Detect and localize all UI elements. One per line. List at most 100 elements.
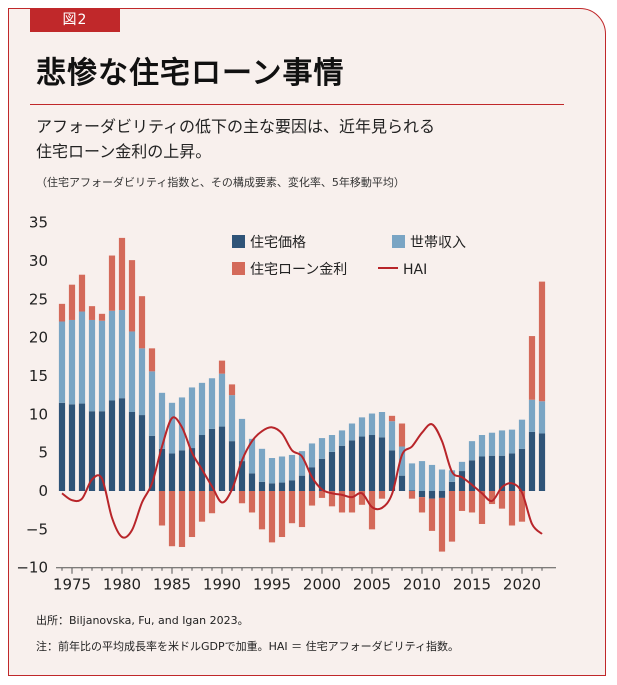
- house-price-bar: [228, 441, 236, 491]
- house-price-bar: [318, 458, 326, 491]
- house-price-bar: [278, 482, 286, 491]
- income-bar: [478, 435, 486, 457]
- mortgage-rate-bar: [168, 491, 176, 547]
- page-title: 悲惨な住宅ローン事情: [36, 56, 345, 91]
- mortgage-rate-bar: [228, 384, 236, 396]
- y-tick-label: 30: [29, 252, 48, 270]
- house-price-bar: [158, 448, 166, 491]
- income-bar: [78, 311, 86, 404]
- legend-label: 住宅価格: [250, 235, 306, 251]
- x-tick-label: 2020: [503, 576, 541, 594]
- house-price-bar: [98, 411, 106, 491]
- income-bar: [268, 458, 276, 484]
- income-bar: [248, 438, 256, 474]
- x-tick-label: 1980: [103, 576, 141, 594]
- title-divider: [30, 104, 564, 105]
- house-price-bar: [88, 411, 96, 491]
- y-tick-label: 0: [38, 482, 48, 500]
- mortgage-rate-bar: [538, 281, 546, 402]
- income-bar: [408, 463, 416, 491]
- legend-label: HAI: [403, 262, 427, 278]
- income-bar: [498, 430, 506, 456]
- income-bar: [518, 419, 526, 449]
- income-bar: [538, 401, 546, 434]
- y-tick-label: −10: [16, 559, 48, 577]
- income-bar: [158, 392, 166, 449]
- income-bar: [348, 423, 356, 441]
- mortgage-rate-bar: [108, 255, 116, 311]
- house-price-bar: [248, 473, 256, 491]
- income-bar: [118, 309, 126, 399]
- y-axis-ticks: 35 30 25 20 15 10 5 0 −5 −10: [16, 214, 48, 577]
- income-bar: [288, 454, 296, 481]
- house-price-bar: [528, 431, 536, 491]
- mortgage-rate-bar: [98, 313, 106, 321]
- mortgage-rate-bar: [498, 491, 506, 509]
- x-tick-label: 1975: [53, 576, 91, 594]
- house-price-bar: [468, 460, 476, 491]
- mortgage-rate-bar: [148, 348, 156, 372]
- income-bar: [428, 464, 436, 491]
- mortgage-rate-bar: [88, 306, 96, 320]
- y-tick-label: 5: [38, 444, 48, 462]
- mortgage-rate-bar: [328, 491, 336, 507]
- mortgage-rate-bar: [448, 491, 456, 542]
- mortgage-rate-bar: [308, 491, 316, 506]
- income-bar: [468, 441, 476, 461]
- income-bar: [458, 461, 466, 472]
- mortgage-rate-bar: [408, 491, 416, 499]
- x-tick-label: 2005: [353, 576, 391, 594]
- mortgage-rate-bar: [528, 336, 536, 400]
- income-bar: [328, 435, 336, 452]
- house-price-bar: [198, 435, 206, 491]
- house-price-bar: [118, 398, 126, 491]
- house-price-bar: [128, 412, 136, 491]
- y-tick-label: 15: [29, 367, 48, 385]
- hai-line-series: [61, 416, 543, 539]
- income-bar: [208, 378, 216, 429]
- mortgage-rate-bar: [58, 303, 66, 322]
- mortgage-rate-bar: [218, 360, 226, 374]
- legend-swatch: [232, 235, 245, 248]
- mortgage-rate-bar: [298, 491, 306, 528]
- mortgage-rate-bar: [488, 491, 496, 505]
- mortgage-rate-bar: [68, 284, 76, 320]
- house-price-bar: [218, 426, 226, 491]
- income-bar: [488, 432, 496, 456]
- subtitle: アフォーダビリティの低下の主な要因は、近年見られる 住宅ローン金利の上昇。: [36, 114, 556, 164]
- income-bar: [178, 397, 186, 451]
- y-tick-label: 25: [29, 290, 48, 308]
- x-tick-label: 1990: [203, 576, 241, 594]
- mortgage-rate-bar: [288, 491, 296, 524]
- figure-card: [8, 8, 606, 676]
- y-tick-label: −5: [26, 520, 48, 538]
- house-price-bar: [258, 481, 266, 491]
- house-price-bar: [448, 481, 456, 491]
- mortgage-rate-bar: [418, 497, 426, 513]
- income-bar: [88, 319, 96, 412]
- income-bar: [238, 418, 246, 462]
- mortgage-rate-bar: [358, 491, 366, 505]
- income-bar: [338, 430, 346, 446]
- income-bar: [278, 456, 286, 483]
- mortgage-rate-bar: [238, 491, 246, 504]
- income-bar: [198, 382, 206, 436]
- income-bar: [228, 395, 236, 442]
- mortgage-rate-bar: [178, 491, 186, 547]
- x-axis: 1975 1980 1985 1990 1995 2000 2005 2010 2015 2020: [53, 567, 556, 594]
- house-price-bar: [188, 448, 196, 491]
- mortgage-rate-bar: [118, 237, 126, 310]
- mortgage-rate-bar: [248, 491, 256, 513]
- house-price-bar: [508, 453, 516, 491]
- income-bar: [378, 412, 386, 438]
- mortgage-rate-bar: [188, 491, 196, 538]
- house-price-bar: [428, 491, 436, 499]
- income-bar: [98, 320, 106, 412]
- house-price-bar: [238, 461, 246, 491]
- income-bar: [528, 399, 536, 432]
- house-price-bar: [518, 448, 526, 491]
- income-bar: [218, 373, 226, 427]
- income-bar: [58, 321, 66, 403]
- mortgage-rate-bar: [318, 491, 326, 498]
